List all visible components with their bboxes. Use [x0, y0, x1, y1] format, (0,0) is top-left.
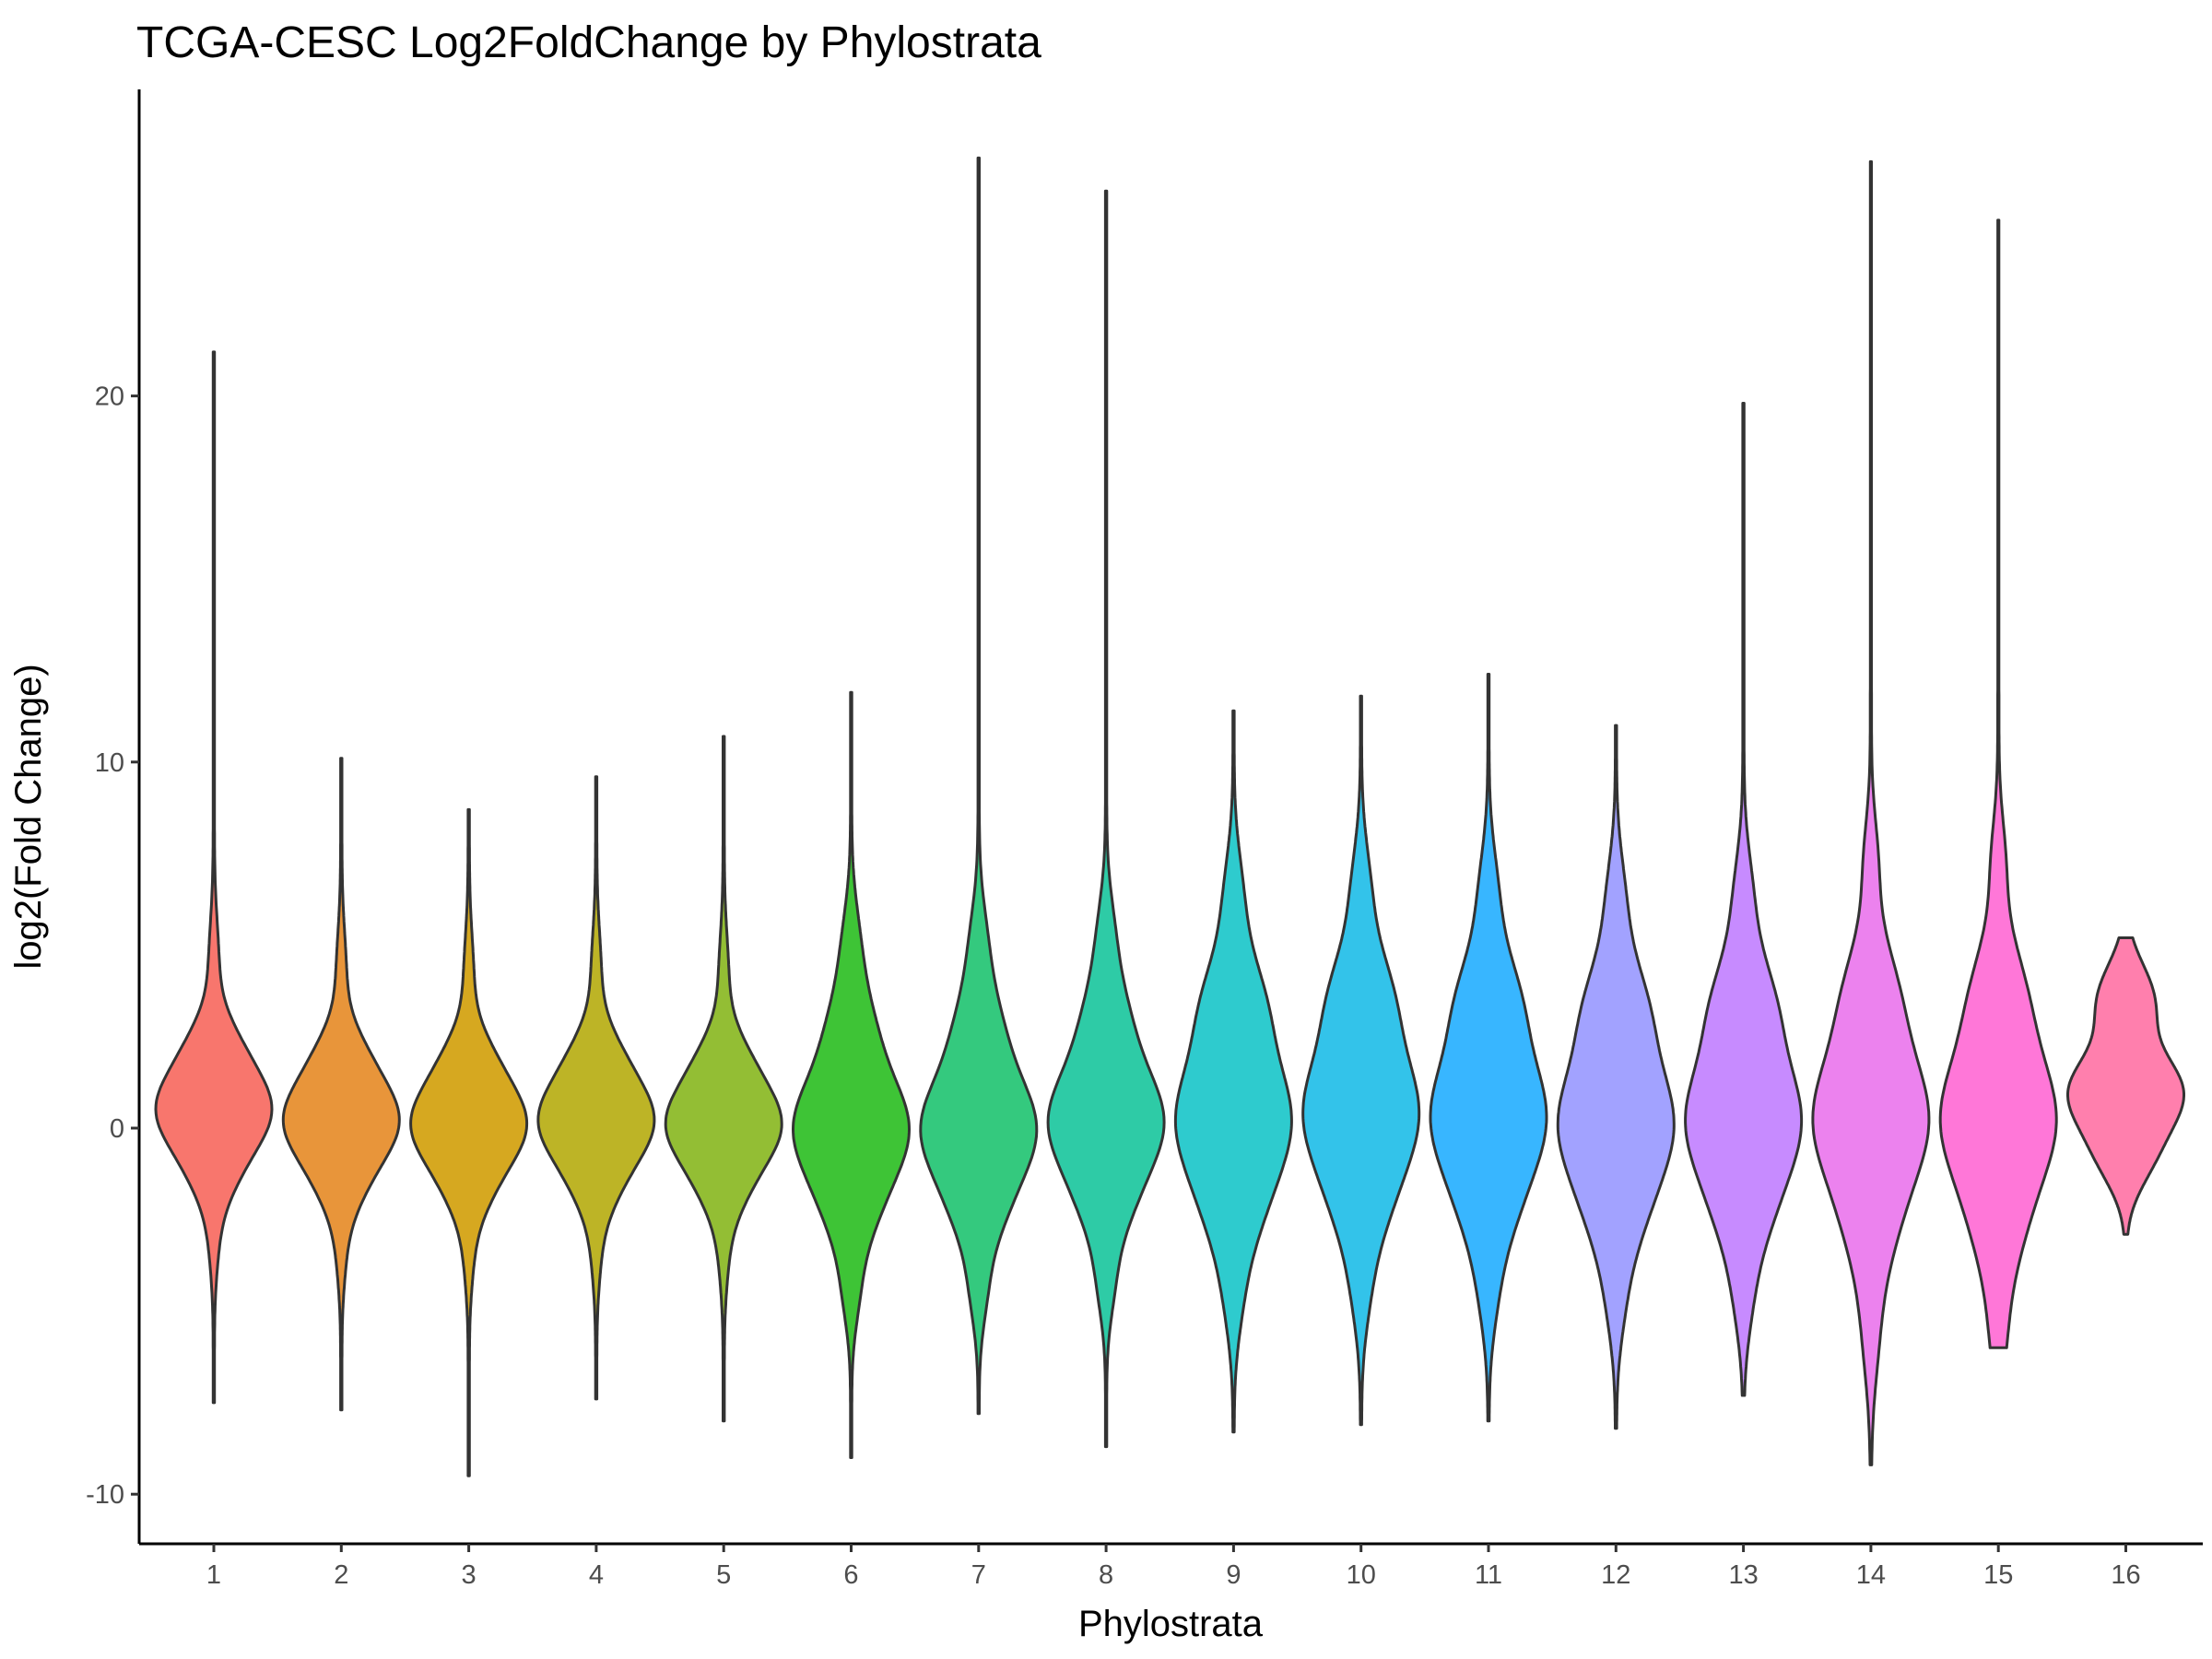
violin-10 — [1301, 694, 1421, 1427]
violin-6 — [792, 690, 911, 1459]
x-tick-label: 1 — [206, 1560, 221, 1590]
violin-14 — [1811, 159, 1931, 1466]
x-tick-label: 9 — [1226, 1560, 1241, 1590]
violin-15 — [1938, 218, 2058, 1349]
y-tick-label: 10 — [95, 748, 124, 778]
x-axis-title: Phylostrata — [1078, 1604, 1264, 1644]
chart-title: TCGA-CESC Log2FoldChange by Phylostrata — [136, 18, 1041, 67]
x-tick-label: 5 — [716, 1560, 731, 1590]
x-tick-label: 4 — [589, 1560, 604, 1590]
y-tick-label: 20 — [95, 382, 124, 412]
y-tick-label: -10 — [86, 1480, 124, 1510]
violin-4 — [536, 775, 656, 1401]
x-tick-label: 11 — [1475, 1560, 1502, 1590]
y-axis-ticks: -10 0 10 20 — [86, 382, 139, 1510]
x-axis-ticks: 1 2 3 4 5 6 7 8 9 10 11 12 13 14 15 16 — [206, 1544, 2141, 1590]
x-tick-label: 15 — [1983, 1560, 2013, 1590]
violin-layer — [154, 156, 2185, 1477]
x-tick-label: 16 — [2111, 1560, 2140, 1590]
violin-5 — [664, 735, 783, 1423]
violin-3 — [409, 807, 529, 1477]
violin-13 — [1684, 402, 1804, 1397]
y-axis-title: log2(Fold Change) — [8, 664, 49, 969]
x-tick-label: 2 — [334, 1560, 348, 1590]
violin-12 — [1556, 724, 1676, 1430]
x-tick-label: 10 — [1347, 1560, 1376, 1590]
x-tick-label: 13 — [1728, 1560, 1758, 1590]
x-tick-label: 8 — [1099, 1560, 1113, 1590]
violin-11 — [1429, 673, 1548, 1423]
x-tick-label: 7 — [971, 1560, 986, 1590]
violin-8 — [1046, 189, 1166, 1449]
violin-7 — [919, 156, 1039, 1416]
violin-2 — [281, 757, 401, 1412]
violin-1 — [154, 350, 274, 1405]
x-tick-label: 3 — [462, 1560, 477, 1590]
x-tick-label: 6 — [843, 1560, 858, 1590]
violin-16 — [2066, 936, 2185, 1236]
y-tick-label: 0 — [110, 1114, 124, 1144]
x-tick-label: 12 — [1601, 1560, 1630, 1590]
violin-9 — [1173, 709, 1293, 1434]
x-tick-label: 14 — [1856, 1560, 1886, 1590]
